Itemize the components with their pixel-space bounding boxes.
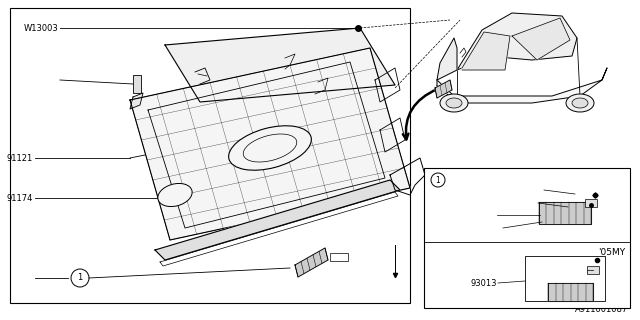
Polygon shape: [295, 248, 328, 277]
Polygon shape: [512, 18, 570, 60]
Ellipse shape: [158, 183, 192, 206]
Bar: [133, 75, 141, 93]
Text: '04MY: '04MY: [598, 175, 625, 185]
Bar: [525, 256, 605, 301]
Polygon shape: [548, 283, 593, 301]
Text: 1: 1: [436, 175, 440, 185]
Text: '05MY: '05MY: [598, 247, 625, 257]
Bar: [585, 199, 597, 207]
Ellipse shape: [572, 98, 588, 108]
Polygon shape: [539, 202, 591, 224]
Polygon shape: [437, 38, 457, 80]
Polygon shape: [462, 32, 510, 70]
Polygon shape: [155, 180, 400, 260]
Text: W13003: W13003: [23, 23, 58, 33]
Polygon shape: [435, 80, 452, 98]
Polygon shape: [130, 93, 143, 109]
Polygon shape: [457, 13, 577, 70]
Ellipse shape: [228, 126, 312, 170]
Polygon shape: [130, 48, 410, 240]
Bar: [10, 8, 410, 303]
Text: 91176: 91176: [511, 198, 537, 207]
Text: 91165K: 91165K: [464, 211, 496, 220]
Text: 91121: 91121: [7, 154, 33, 163]
Bar: [587, 266, 599, 274]
Text: 91174: 91174: [6, 194, 33, 203]
Bar: [330, 253, 348, 261]
Text: 93013: 93013: [476, 223, 502, 233]
Ellipse shape: [446, 98, 462, 108]
Polygon shape: [165, 28, 395, 102]
Text: 1: 1: [77, 274, 83, 283]
Polygon shape: [437, 68, 607, 103]
Ellipse shape: [440, 94, 468, 112]
Text: 93013: 93013: [470, 278, 497, 287]
Ellipse shape: [243, 134, 297, 162]
Text: 91084: 91084: [516, 186, 543, 195]
Ellipse shape: [566, 94, 594, 112]
Text: A911001087: A911001087: [575, 305, 628, 314]
Bar: [424, 168, 630, 308]
